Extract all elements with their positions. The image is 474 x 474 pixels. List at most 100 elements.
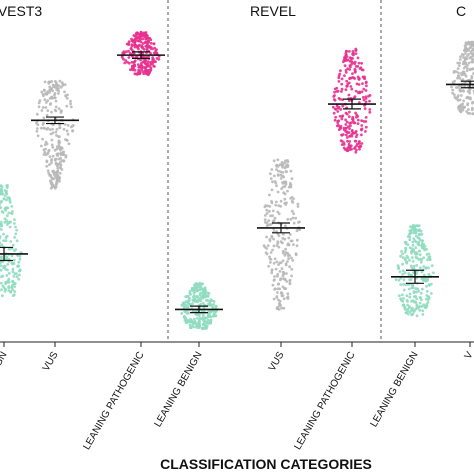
- data-point: [354, 135, 358, 139]
- data-point: [360, 142, 364, 145]
- data-point: [56, 167, 60, 170]
- data-point: [471, 67, 474, 71]
- data-point: [275, 184, 278, 188]
- data-point: [63, 83, 67, 86]
- data-point: [214, 309, 218, 313]
- data-point: [457, 64, 461, 67]
- data-point: [146, 36, 150, 40]
- data-point: [340, 87, 344, 91]
- data-point: [344, 53, 348, 57]
- data-point: [205, 321, 209, 325]
- data-point: [55, 170, 58, 174]
- data-point: [291, 259, 295, 262]
- data-point: [414, 255, 418, 259]
- data-point: [334, 115, 338, 119]
- data-point: [127, 56, 131, 59]
- data-point: [277, 245, 281, 249]
- data-point: [368, 110, 372, 114]
- data-point: [417, 289, 420, 293]
- data-point: [271, 209, 275, 213]
- data-point: [43, 80, 47, 84]
- data-point: [13, 290, 17, 293]
- data-point: [58, 126, 61, 130]
- data-point: [406, 310, 409, 313]
- data-point: [3, 264, 6, 268]
- data-point: [286, 260, 289, 263]
- data-point: [281, 274, 285, 278]
- data-point: [279, 177, 283, 180]
- data-point: [209, 303, 213, 307]
- data-point: [427, 272, 431, 276]
- data-point: [209, 298, 213, 301]
- data-point: [201, 295, 205, 299]
- data-point: [131, 67, 135, 70]
- data-point: [339, 125, 343, 128]
- data-point: [193, 317, 196, 321]
- data-point: [50, 161, 53, 165]
- data-point: [465, 57, 469, 60]
- data-point: [362, 76, 366, 80]
- data-point: [418, 233, 421, 236]
- data-point: [56, 135, 60, 138]
- data-point: [364, 120, 368, 123]
- data-point: [404, 247, 408, 250]
- data-point: [421, 313, 425, 316]
- data-point: [424, 279, 428, 283]
- data-point: [415, 305, 419, 309]
- data-point: [17, 260, 21, 264]
- data-point: [152, 42, 156, 45]
- data-point: [63, 90, 66, 94]
- data-point: [53, 186, 57, 190]
- data-point: [5, 257, 9, 261]
- data-point: [205, 327, 208, 330]
- data-point: [46, 90, 49, 94]
- data-point: [402, 297, 405, 300]
- data-point: [361, 82, 364, 85]
- data-point: [0, 281, 3, 285]
- data-point: [364, 89, 368, 92]
- data-point: [135, 55, 139, 59]
- data-point: [346, 125, 350, 129]
- data-point: [18, 257, 22, 261]
- data-point: [53, 96, 57, 100]
- data-point: [124, 59, 128, 62]
- data-point: [282, 297, 286, 301]
- data-point: [465, 43, 468, 46]
- data-point: [12, 275, 16, 278]
- data-point: [360, 124, 364, 127]
- data-point: [47, 171, 51, 175]
- data-point: [273, 216, 277, 220]
- data-point: [189, 320, 193, 324]
- data-point: [144, 45, 148, 48]
- data-point: [283, 237, 287, 241]
- data-point: [268, 255, 271, 259]
- data-point: [59, 148, 62, 152]
- data-point: [191, 288, 195, 292]
- data-point: [396, 264, 400, 267]
- data-point: [362, 87, 366, 91]
- data-point: [65, 97, 69, 100]
- data-point: [65, 104, 69, 108]
- data-point: [427, 283, 431, 286]
- data-point: [198, 296, 202, 300]
- data-point: [57, 107, 61, 110]
- data-point: [141, 52, 145, 55]
- data-point: [280, 291, 283, 294]
- swarm-group: [180, 281, 219, 331]
- data-point: [468, 89, 471, 93]
- data-point: [275, 163, 279, 167]
- data-point: [267, 264, 270, 268]
- data-point: [60, 81, 64, 85]
- data-point: [368, 99, 371, 103]
- data-point: [365, 84, 368, 88]
- data-point: [367, 94, 370, 98]
- x-tick-label: LEANING BENIGN: [153, 350, 205, 429]
- data-point: [0, 243, 4, 247]
- data-point: [46, 152, 49, 156]
- data-point: [51, 83, 55, 87]
- data-point: [464, 62, 467, 66]
- x-axis-title: CLASSIFICATION CATEGORIES: [160, 456, 372, 472]
- data-point: [291, 216, 295, 220]
- data-point: [265, 212, 269, 215]
- data-point: [272, 159, 276, 163]
